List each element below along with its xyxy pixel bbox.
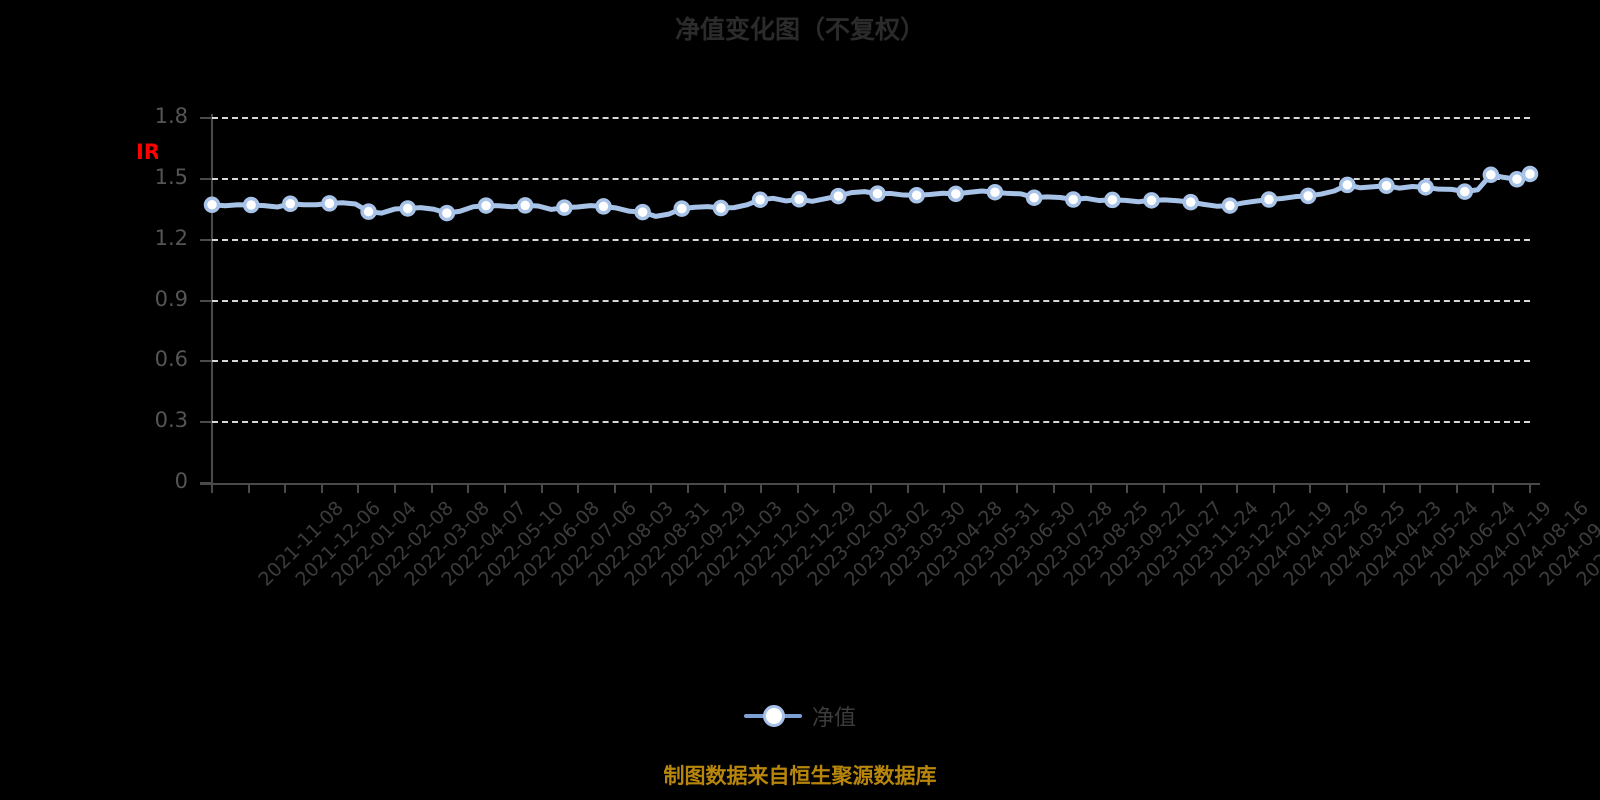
x-tick-mark xyxy=(320,483,323,493)
data-point-marker xyxy=(1025,189,1043,206)
y-tick-label: 1.2 xyxy=(154,225,188,250)
y-tick-label: 1.8 xyxy=(154,104,188,128)
x-tick-mark xyxy=(1016,483,1019,493)
x-tick-mark xyxy=(211,483,213,493)
x-tick-mark xyxy=(540,483,543,493)
x-tick-mark xyxy=(1382,483,1385,493)
series-line-net-value xyxy=(209,171,1533,219)
gridline xyxy=(212,177,1530,180)
x-tick-mark xyxy=(430,483,433,493)
gridline xyxy=(212,238,1530,241)
data-point-marker xyxy=(1260,191,1278,208)
data-point-marker xyxy=(360,203,377,220)
data-point-marker xyxy=(986,183,1004,201)
x-tick-mark xyxy=(1455,483,1458,493)
x-tick-mark xyxy=(1236,483,1239,493)
series-markers-net-value xyxy=(203,165,1539,222)
x-tick-mark xyxy=(1053,483,1056,493)
gridline xyxy=(212,421,1530,424)
y-tick-label: 0.6 xyxy=(154,347,188,372)
x-tick-mark xyxy=(1492,483,1495,493)
gridline xyxy=(212,299,1530,302)
x-tick-mark xyxy=(1419,483,1422,493)
x-tick-mark xyxy=(357,483,360,493)
data-point-marker xyxy=(399,200,416,217)
x-tick-mark xyxy=(1126,483,1129,493)
x-tick-mark xyxy=(1345,483,1348,493)
chart-title: 净值变化图（不复权） xyxy=(674,15,925,44)
y-tick-mark xyxy=(200,482,212,484)
y-tick-label: 0.9 xyxy=(154,286,188,311)
x-tick-mark xyxy=(833,483,836,493)
data-point-marker xyxy=(790,191,808,208)
data-point-marker xyxy=(477,197,495,214)
gridline xyxy=(212,117,1530,119)
data-point-marker xyxy=(673,200,691,217)
x-tick-mark xyxy=(906,483,909,493)
data-point-marker xyxy=(516,197,534,214)
x-tick-mark xyxy=(650,483,653,493)
y-tick-mark xyxy=(200,360,212,363)
data-point-marker xyxy=(282,195,299,213)
x-tick-mark xyxy=(1309,483,1312,493)
x-tick-mark xyxy=(1272,483,1275,493)
data-point-marker xyxy=(595,198,612,215)
legend-marker-icon xyxy=(743,703,802,729)
y-tick-label: 0.3 xyxy=(154,408,188,433)
x-tick-mark xyxy=(467,483,470,493)
data-point-marker xyxy=(1065,191,1082,208)
data-point-marker xyxy=(947,185,965,203)
y-tick-mark xyxy=(200,421,212,424)
x-tick-mark xyxy=(943,483,946,493)
data-point-marker xyxy=(634,203,651,221)
data-point-marker xyxy=(1104,191,1121,209)
x-tick-mark xyxy=(796,483,799,493)
legend-label-net-value: 净值 xyxy=(811,706,856,731)
x-tick-mark xyxy=(247,483,250,493)
x-tick-mark xyxy=(613,483,616,493)
data-point-marker xyxy=(751,191,769,208)
x-tick-mark xyxy=(1529,483,1531,493)
y-tick-mark xyxy=(200,117,212,119)
y-tick-label: 1.5 xyxy=(154,164,188,189)
x-tick-mark xyxy=(577,483,580,493)
y-tick-label: 0 xyxy=(174,469,188,493)
data-point-marker xyxy=(556,199,573,216)
x-tick-mark xyxy=(723,483,726,493)
data-point-marker xyxy=(321,195,338,212)
y-axis-title: IR xyxy=(136,140,158,164)
x-tick-mark xyxy=(503,483,506,493)
x-tick-mark xyxy=(870,483,872,493)
x-tick-mark xyxy=(1199,483,1202,493)
y-tick-mark xyxy=(200,177,212,180)
data-point-marker xyxy=(830,187,847,205)
data-point-marker xyxy=(1456,183,1473,200)
y-tick-mark xyxy=(200,238,212,241)
data-point-marker xyxy=(908,187,925,204)
data-point-marker xyxy=(1143,192,1160,209)
x-tick-mark xyxy=(979,483,982,493)
x-tick-mark xyxy=(1089,483,1092,493)
data-point-marker xyxy=(712,199,730,217)
y-tick-mark xyxy=(200,299,212,302)
data-point-marker xyxy=(1339,176,1356,194)
data-point-marker xyxy=(869,185,886,202)
x-tick-mark xyxy=(284,483,287,493)
data-point-marker xyxy=(1299,187,1317,205)
footer-note: 制图数据来自恒生聚源数据库 xyxy=(663,764,937,788)
x-tick-mark xyxy=(760,483,763,493)
data-point-marker xyxy=(438,204,456,222)
data-point-marker xyxy=(1417,179,1434,196)
chart-legend: 净值 xyxy=(0,700,1600,736)
data-point-marker xyxy=(242,196,260,214)
x-tick-mark xyxy=(1162,483,1165,493)
x-tick-mark xyxy=(686,483,689,493)
data-point-marker xyxy=(1221,197,1239,214)
data-point-marker xyxy=(1182,193,1199,211)
x-tick-mark xyxy=(394,483,397,493)
data-point-marker xyxy=(1378,177,1395,194)
gridline xyxy=(212,360,1530,363)
